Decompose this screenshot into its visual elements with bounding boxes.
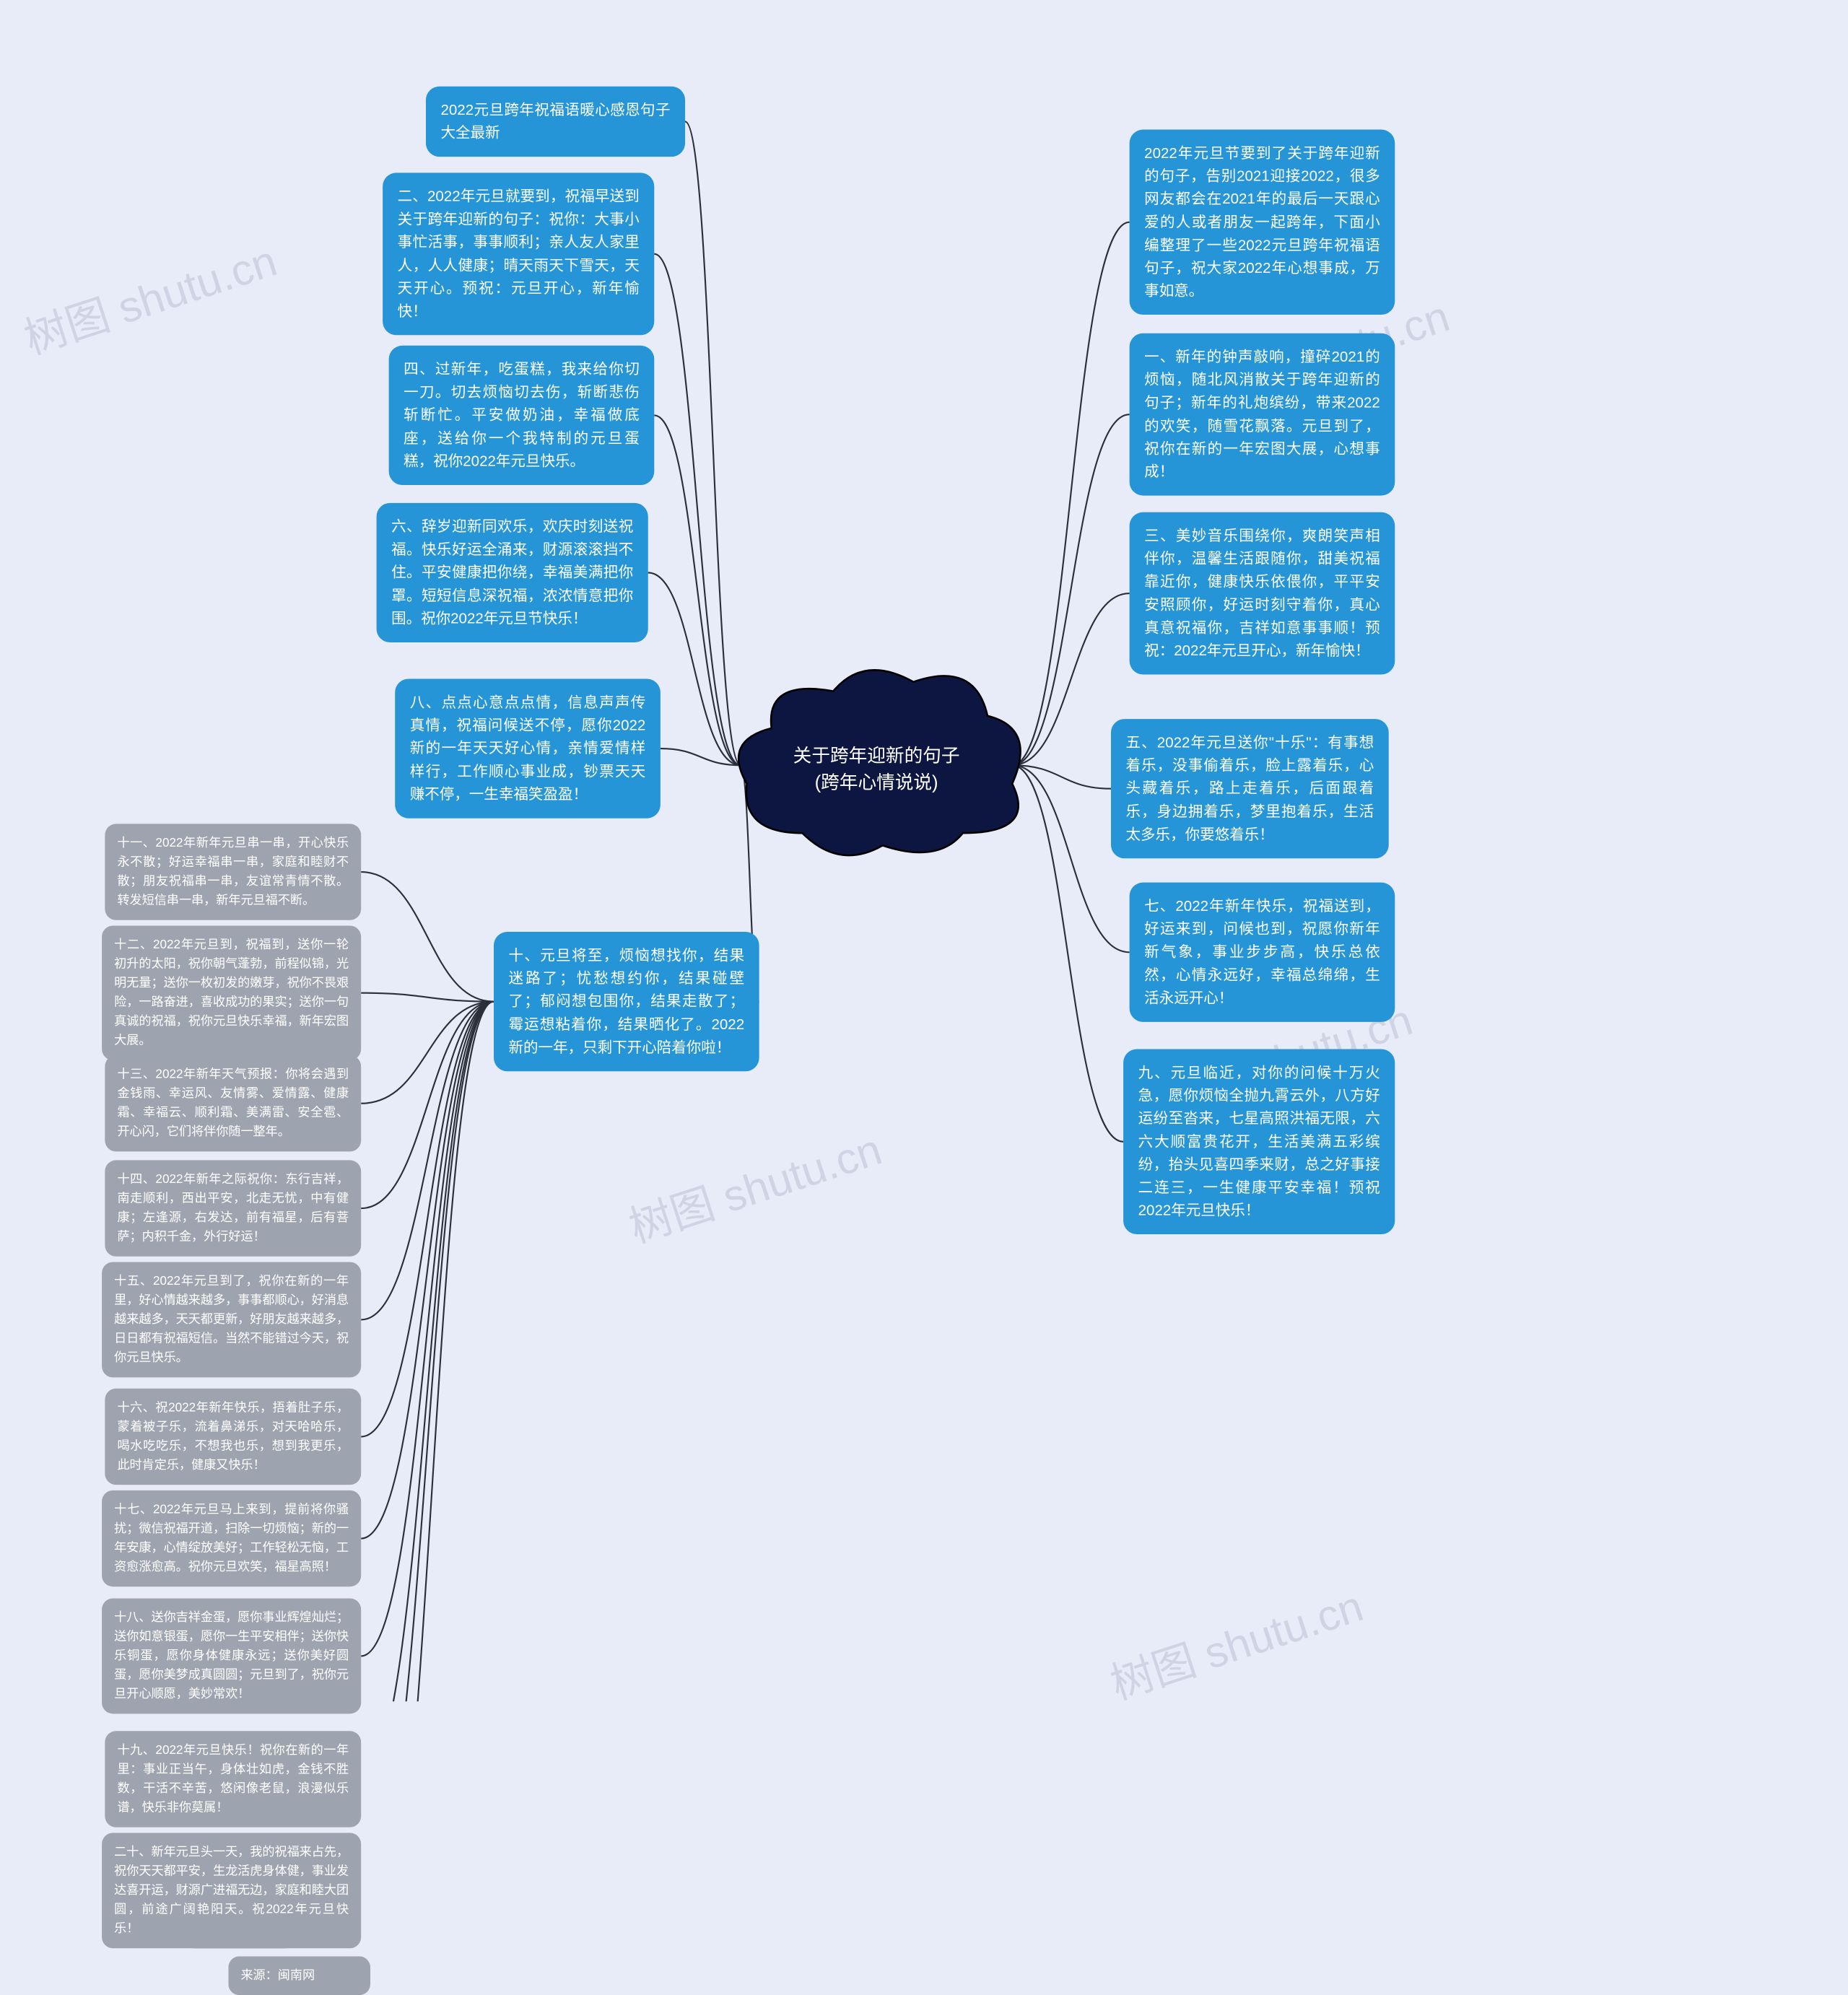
connector [361, 993, 494, 1002]
connector [1012, 414, 1129, 765]
node-text: 十六、祝2022年新年快乐，捂着肚子乐，蒙着被子乐，流着鼻涕乐，对天哈哈乐，喝水… [117, 1401, 349, 1472]
connector [1012, 765, 1111, 788]
mindmap-node: 九、元旦临近，对你的问候十万火急，愿你烦恼全抛九霄云外，八方好运纷至沓来，七星高… [1123, 1049, 1395, 1235]
connector [361, 1002, 494, 1437]
connector [361, 1002, 494, 1104]
connector [361, 1002, 494, 1702]
connector [370, 1002, 494, 1702]
mindmap-node: 十四、2022年新年之际祝你：东行吉祥，南走顺利，西出平安，北走无忧，中有健康；… [105, 1160, 361, 1256]
mindmap-node: 十一、2022年新年元旦串一串，开心快乐永不散；好运幸福串一串，家庭和睦财不散；… [105, 824, 361, 920]
mindmap-node: 十九、2022年元旦快乐！祝你在新的一年里：事业正当午，身体壮如虎，金钱不胜数，… [105, 1731, 361, 1827]
mindmap-node: 一、新年的钟声敲响，撞碎2021的烦恼，随北风消散关于跨年迎新的句子；新年的礼炮… [1130, 333, 1395, 496]
mindmap-node: 二、2022年元旦就要到，祝福早送到关于跨年迎新的句子：祝你：大事小事忙活事，事… [383, 173, 654, 335]
mindmap-node: 2022年元旦节要到了关于跨年迎新的句子，告别2021迎接2022，很多网友都会… [1130, 130, 1395, 315]
mindmap-node: 十三、2022年新年天气预报：你将会遇到金钱雨、幸运风、友情雾、爱情露、健康霜、… [105, 1055, 361, 1151]
center-label: 关于跨年迎新的句子(跨年心情说说) [784, 743, 969, 796]
connector [648, 572, 741, 765]
node-text: 五、2022年元旦送你"十乐"：有事想着乐，没事偷着乐，脸上露着乐，心头藏着乐，… [1126, 734, 1374, 842]
connector [361, 1002, 494, 1208]
node-text: 2022元旦跨年祝福语暖心感恩句子大全最新 [440, 102, 670, 141]
mindmap-node: 五、2022年元旦送你"十乐"：有事想着乐，没事偷着乐，脸上露着乐，心头藏着乐，… [1111, 719, 1389, 858]
connector [361, 1002, 494, 1702]
mindmap-canvas: 树图 shutu.cn树图 shutu.cn树图 shutu.cn树图 shut… [0, 0, 1580, 1701]
mindmap-node: 十、元旦将至，烦恼想找你，结果迷路了；忧愁想约你，结果碰壁了；郁闷想包围你，结果… [494, 932, 759, 1071]
connector [361, 872, 494, 1002]
connector [1012, 222, 1129, 765]
connector [361, 1002, 494, 1539]
node-text: 八、点点心意点点情，信息声声传真情，祝福问候送不停，愿你2022新的一年天天好心… [410, 694, 646, 803]
node-text: 十、元旦将至，烦恼想找你，结果迷路了；忧愁想约你，结果碰壁了；郁闷想包围你，结果… [509, 947, 745, 1055]
watermark: 树图 shutu.cn [620, 1115, 889, 1255]
node-text: 十九、2022年元旦快乐！祝你在新的一年里：事业正当午，身体壮如虎，金钱不胜数，… [117, 1743, 349, 1814]
mindmap-node: 十七、2022年元旦马上来到，提前将你骚扰；微信祝福开道，扫除一切烦恼；新的一年… [102, 1490, 361, 1586]
node-text: 六、辞岁迎新同欢乐，欢庆时刻送祝福。快乐好运全涌来，财源滚滚挡不住。平安健康把你… [391, 518, 633, 627]
node-text: 三、美妙音乐围绕你，爽朗笑声相伴你，温馨生活跟随你，甜美祝福靠近你，健康快乐依偎… [1144, 528, 1380, 659]
mindmap-node: 2022元旦跨年祝福语暖心感恩句子大全最新 [426, 87, 685, 157]
mindmap-node: 十八、送你吉祥金蛋，愿你事业辉煌灿烂；送你如意银蛋，愿你一生平安相伴；送你快乐铜… [102, 1598, 361, 1714]
node-text: 七、2022年新年快乐，祝福送到，好运来到，问候也到，祝愿你新年新气象，事业步步… [1144, 898, 1380, 1006]
node-text: 十五、2022年元旦到了，祝你在新的一年里，好心情越来越多，事事都顺心，好消息越… [114, 1275, 349, 1365]
node-text: 十一、2022年新年元旦串一串，开心快乐永不散；好运幸福串一串，家庭和睦财不散；… [117, 837, 349, 907]
mindmap-node: 十五、2022年元旦到了，祝你在新的一年里，好心情越来越多，事事都顺心，好消息越… [102, 1262, 361, 1377]
center-node: 关于跨年迎新的句子(跨年心情说说) [728, 660, 1024, 870]
mindmap-node: 八、点点心意点点情，信息声声传真情，祝福问候送不停，愿你2022新的一年天天好心… [395, 679, 661, 818]
connector [361, 1002, 494, 1656]
node-text: 十三、2022年新年天气预报：你将会遇到金钱雨、幸运风、友情雾、爱情露、健康霜、… [117, 1068, 349, 1138]
mindmap-node: 三、美妙音乐围绕你，爽朗笑声相伴你，温馨生活跟随你，甜美祝福靠近你，健康快乐依偎… [1130, 512, 1395, 675]
node-text: 来源：闽南网 [240, 1968, 315, 1982]
mindmap-node: 十二、2022年元旦到，祝福到，送你一轮初升的太阳，祝你朝气蓬勃，前程似锦，光明… [102, 926, 361, 1060]
node-text: 十七、2022年元旦马上来到，提前将你骚扰；微信祝福开道，扫除一切烦恼；新的一年… [114, 1503, 349, 1573]
node-text: 十八、送你吉祥金蛋，愿你事业辉煌灿烂；送你如意银蛋，愿你一生平安相伴；送你快乐铜… [114, 1611, 349, 1701]
node-text: 四、过新年，吃蛋糕，我来给你切一刀。切去烦恼切去伤，斩断悲伤斩断忙。平安做奶油，… [404, 361, 640, 469]
watermark: 树图 shutu.cn [1102, 1572, 1370, 1712]
node-text: 二、2022年元旦就要到，祝福早送到关于跨年迎新的句子：祝你：大事小事忙活事，事… [398, 188, 640, 320]
mindmap-node: 十六、祝2022年新年快乐，捂着肚子乐，蒙着被子乐，流着鼻涕乐，对天哈哈乐，喝水… [105, 1389, 361, 1485]
node-text: 十四、2022年新年之际祝你：东行吉祥，南走顺利，西出平安，北走无忧，中有健康；… [117, 1173, 349, 1244]
mindmap-node: 来源：闽南网 [228, 1956, 370, 1995]
mindmap-node: 七、2022年新年快乐，祝福送到，好运来到，问候也到，祝愿你新年新气象，事业步步… [1130, 883, 1395, 1022]
node-text: 2022年元旦节要到了关于跨年迎新的句子，告别2021迎接2022，很多网友都会… [1144, 145, 1380, 300]
connector [361, 1002, 494, 1320]
mindmap-node: 六、辞岁迎新同欢乐，欢庆时刻送祝福。快乐好运全涌来，财源滚滚挡不住。平安健康把你… [377, 503, 648, 642]
watermark: 树图 shutu.cn [15, 227, 284, 367]
node-text: 一、新年的钟声敲响，撞碎2021的烦恼，随北风消散关于跨年迎新的句子；新年的礼炮… [1144, 349, 1380, 480]
mindmap-node: 二十、新年元旦头一天，我的祝福来占先，祝你天天都平安，生龙活虎身体健，事业发达喜… [102, 1833, 361, 1948]
node-text: 二十、新年元旦头一天，我的祝福来占先，祝你天天都平安，生龙活虎身体健，事业发达喜… [114, 1845, 349, 1935]
mindmap-node: 四、过新年，吃蛋糕，我来给你切一刀。切去烦恼切去伤，斩断悲伤斩断忙。平安做奶油，… [389, 346, 655, 485]
node-text: 十二、2022年元旦到，祝福到，送你一轮初升的太阳，祝你朝气蓬勃，前程似锦，光明… [114, 938, 349, 1047]
node-text: 九、元旦临近，对你的问候十万火急，愿你烦恼全抛九霄云外，八方好运纷至沓来，七星高… [1138, 1065, 1380, 1219]
connector [1012, 765, 1123, 1142]
